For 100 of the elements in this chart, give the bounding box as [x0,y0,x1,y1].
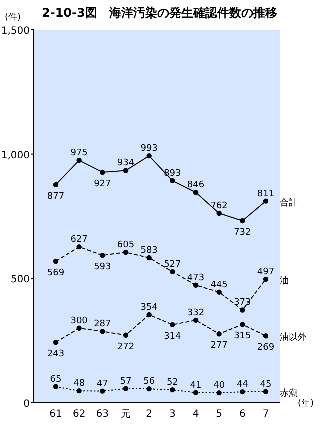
y-tick-label: 1,500 [1,26,30,37]
data-label: 40 [214,381,226,392]
point [193,318,199,324]
data-label: 373 [234,298,252,308]
data-label: 473 [187,273,205,284]
chart-title: 2-10-3図 海洋汚染の発生確認件数の推移 [42,6,278,20]
data-label: 56 [144,377,156,388]
data-label: 243 [47,350,65,360]
data-label: 877 [47,192,65,202]
data-label: 332 [187,308,205,318]
y-tick-label: 500 [10,274,30,286]
point [100,388,106,394]
data-label: 569 [47,268,65,279]
point [216,332,222,337]
x-tick-label: 5 [216,409,223,420]
data-label: 927 [94,179,112,190]
point [170,269,176,275]
data-label: 315 [234,332,252,342]
data-label: 605 [117,240,135,251]
point [100,329,106,334]
point [123,168,129,174]
point [76,244,82,250]
point [100,170,106,176]
point [146,255,152,261]
data-label: 811 [257,189,275,200]
point [76,388,82,394]
point [146,153,152,159]
x-tick-label: 6 [239,409,246,420]
point [53,258,59,264]
point [100,252,106,258]
point [170,387,176,393]
point [216,210,222,216]
point [146,386,152,392]
data-label: 975 [70,148,88,159]
x-tick-label: 62 [72,409,86,420]
x-tick-label: 2 [146,409,153,420]
point [123,386,129,392]
y-tick-label: 0 [24,399,30,410]
data-label: 583 [140,246,158,256]
data-label: 44 [236,380,249,390]
point [263,198,269,204]
data-label: 732 [234,228,252,238]
data-label: 277 [210,341,228,352]
data-label: 287 [94,320,112,330]
data-label: 65 [50,374,62,385]
point [263,276,269,282]
data-label: 269 [257,343,275,354]
point [146,312,152,318]
data-label: 57 [120,376,132,387]
point [216,290,222,295]
data-label: 497 [257,267,275,278]
point [263,389,269,394]
point [216,390,222,396]
point [123,332,129,338]
x-tick-label: 61 [50,409,62,420]
data-label: 445 [210,280,228,290]
data-label: 47 [96,379,108,390]
y-axis-title: (件) [5,12,22,23]
data-label: 314 [164,332,182,342]
data-label: 45 [260,380,272,390]
data-label: 300 [70,316,88,326]
point [263,334,269,339]
x-tick-label: 3 [169,409,176,420]
x-tick-label: 元 [121,409,131,420]
x-tick-label: 7 [262,409,270,420]
y-tick-label: 1,000 [1,150,30,162]
series-label: 油 [280,275,289,286]
data-label: 527 [164,260,182,270]
series-label: 赤潮 [280,388,298,399]
series-label: 油以外 [280,332,307,344]
point [240,389,246,395]
x-tick-label: 63 [96,409,110,420]
data-label: 993 [140,144,158,154]
data-label: 41 [190,380,202,391]
data-label: 627 [70,235,88,246]
point [240,322,246,328]
point [240,308,246,313]
point [240,218,246,224]
data-label: 48 [74,379,86,390]
point [193,282,199,288]
data-label: 934 [117,158,135,169]
point [193,390,199,396]
data-label: 762 [210,202,228,212]
point [76,326,82,331]
series-label: 合計 [280,197,298,208]
x-tick-label: 4 [192,409,200,420]
point [123,250,129,256]
point [76,158,82,164]
data-label: 593 [94,262,112,273]
data-label: 52 [166,378,178,388]
point [53,384,59,390]
point [170,322,176,328]
data-label: 272 [117,342,135,352]
point [193,190,199,196]
data-label: 354 [140,302,158,313]
point [53,182,59,188]
data-label: 846 [187,180,205,191]
point [53,340,59,346]
point [170,178,176,184]
x-axis-title: (年) [298,398,314,409]
